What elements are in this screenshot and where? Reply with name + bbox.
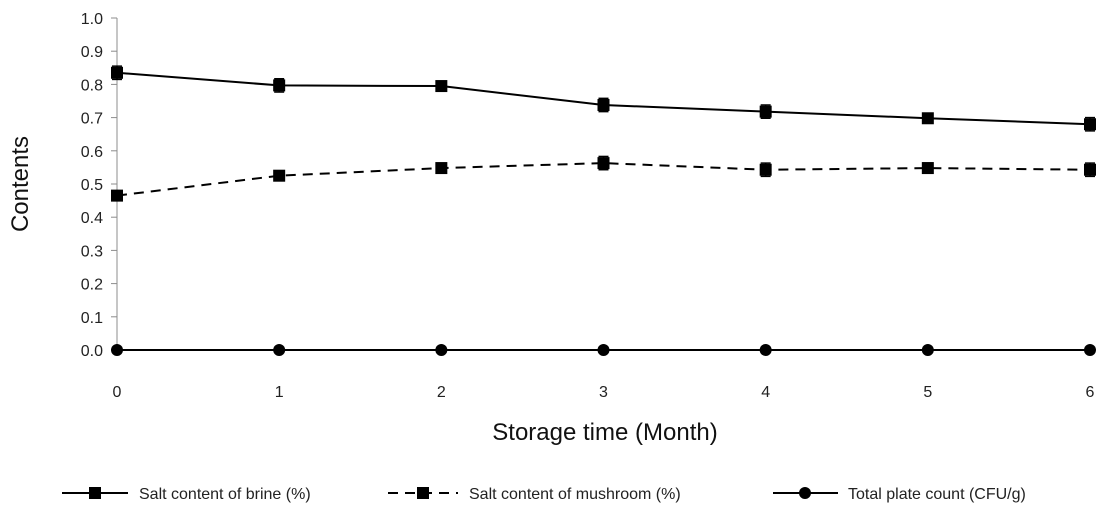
legend-marker: [799, 487, 811, 499]
y-axis-title: Contents: [7, 136, 34, 232]
data-point: [111, 66, 123, 79]
legend-label: Salt content of brine (%): [139, 486, 311, 503]
data-point: [111, 189, 123, 202]
data-point: [111, 344, 123, 356]
legend: Salt content of brine (%) Salt content of…: [62, 486, 1026, 503]
data-point: [1084, 118, 1096, 131]
data-point: [273, 79, 286, 92]
y-tick-label: 0.6: [81, 144, 103, 161]
data-point: [921, 344, 934, 356]
y-tick-label: 0.1: [81, 310, 103, 327]
y-tick-label: 0.5: [81, 177, 103, 194]
y-tick-label: 0.0: [81, 343, 103, 360]
data-point: [435, 344, 448, 356]
y-tick-label: 0.3: [81, 243, 103, 260]
x-tick-label: 6: [1086, 384, 1095, 401]
data-point: [273, 169, 286, 182]
data-point: [435, 162, 448, 175]
x-tick-label: 0: [113, 384, 122, 401]
x-tick-label: 4: [761, 384, 770, 401]
data-point: [1084, 344, 1096, 356]
data-point: [921, 112, 934, 125]
data-point: [273, 344, 286, 356]
y-tick-label: 1.0: [81, 11, 103, 28]
y-tick-label: 0.9: [81, 44, 103, 61]
x-axis: 0 1 2 3 4 5 6: [113, 349, 1095, 401]
series-3: [111, 344, 1096, 356]
legend-item-2: Salt content of mushroom (%): [388, 486, 681, 503]
legend-marker: [417, 487, 429, 499]
x-axis-title: Storage time (Month): [492, 419, 717, 446]
y-tick-label: 0.2: [81, 277, 103, 294]
data-point: [597, 344, 610, 356]
y-tick-label: 0.4: [81, 210, 103, 227]
data-point: [759, 163, 772, 176]
series-layer: [111, 65, 1096, 356]
y-tick-label: 0.7: [81, 111, 103, 128]
y-axis: 0.0 0.1 0.2 0.3 0.4 0.5 0.6 0.7 0.8 0.9 1.0: [81, 11, 118, 360]
data-point: [759, 344, 772, 356]
x-tick-label: 1: [275, 384, 284, 401]
legend-label: Total plate count (CFU/g): [848, 486, 1026, 503]
legend-label: Salt content of mushroom (%): [469, 486, 681, 503]
y-tick-label: 0.8: [81, 77, 103, 94]
legend-marker: [89, 487, 101, 499]
legend-item-3: Total plate count (CFU/g): [773, 486, 1026, 503]
x-tick-label: 3: [599, 384, 608, 401]
x-tick-label: 2: [437, 384, 446, 401]
data-point: [921, 162, 934, 175]
data-point: [597, 98, 610, 111]
data-point: [1084, 163, 1096, 176]
x-tick-label: 5: [923, 384, 932, 401]
data-point: [759, 105, 772, 118]
series-2: [111, 155, 1096, 202]
legend-item-1: Salt content of brine (%): [62, 486, 311, 503]
data-point: [435, 80, 448, 93]
data-point: [597, 157, 610, 170]
series-1: [111, 65, 1096, 132]
